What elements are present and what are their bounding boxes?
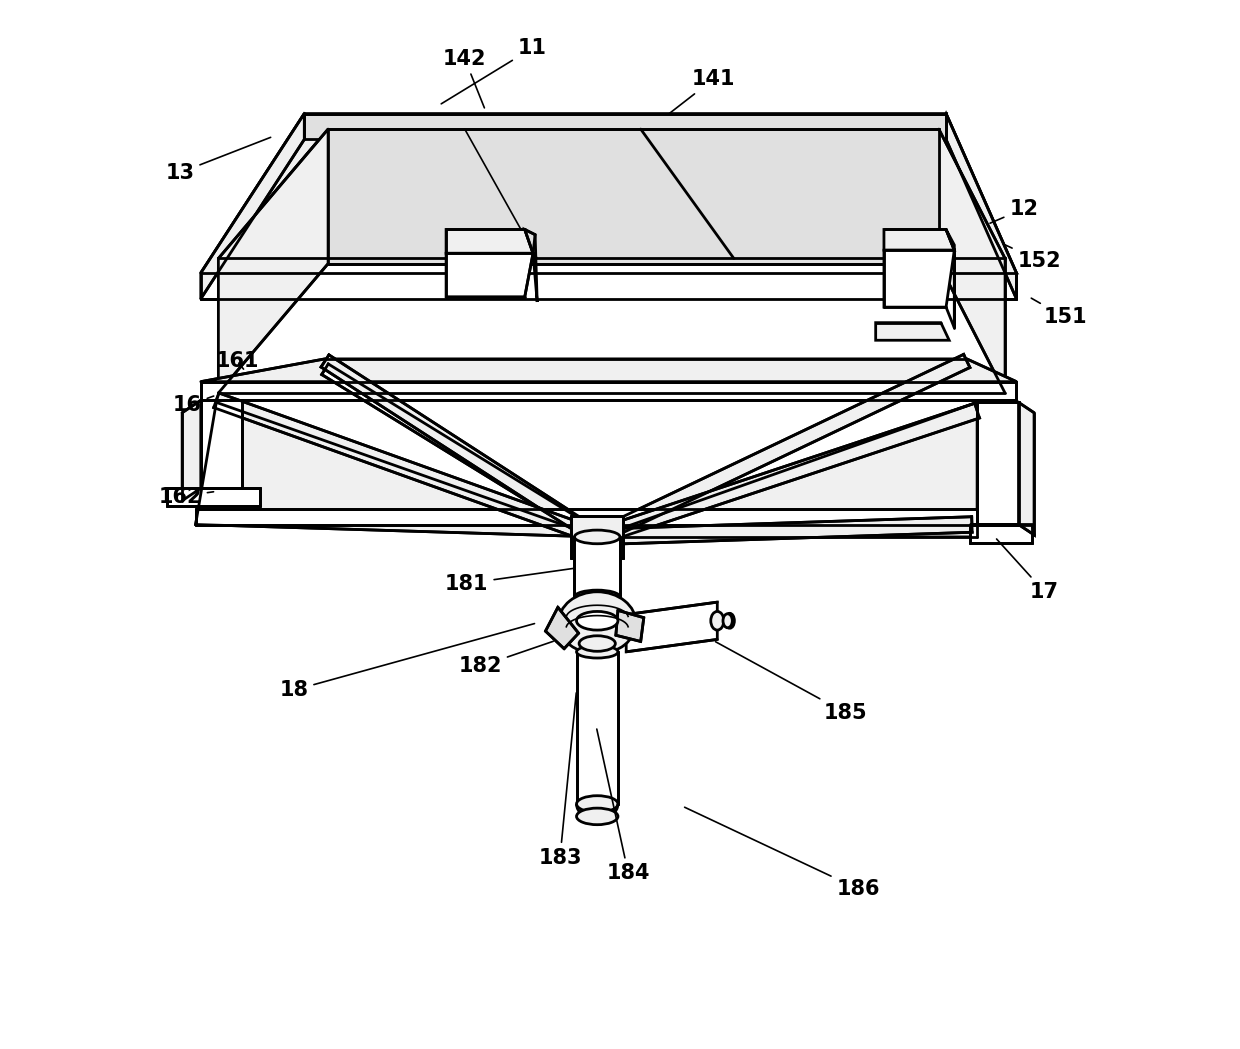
- Polygon shape: [525, 230, 537, 302]
- Polygon shape: [201, 382, 1017, 401]
- Text: 181: 181: [445, 569, 574, 594]
- Polygon shape: [166, 488, 260, 506]
- Polygon shape: [884, 230, 955, 251]
- Polygon shape: [329, 129, 939, 263]
- Text: 152: 152: [1003, 244, 1061, 271]
- Ellipse shape: [574, 530, 620, 543]
- Ellipse shape: [723, 614, 733, 627]
- Ellipse shape: [711, 612, 724, 630]
- Ellipse shape: [577, 645, 618, 658]
- Polygon shape: [594, 355, 970, 543]
- Text: 183: 183: [538, 693, 582, 868]
- Text: 186: 186: [684, 808, 880, 899]
- Text: 182: 182: [459, 641, 553, 677]
- Text: 13: 13: [166, 137, 270, 183]
- Polygon shape: [218, 129, 329, 393]
- Polygon shape: [201, 401, 242, 488]
- Text: 12: 12: [990, 199, 1038, 223]
- Polygon shape: [321, 364, 600, 542]
- Text: 11: 11: [441, 39, 547, 104]
- Polygon shape: [218, 258, 1006, 393]
- Polygon shape: [626, 602, 717, 651]
- Ellipse shape: [725, 614, 734, 628]
- Ellipse shape: [558, 592, 636, 654]
- Polygon shape: [546, 607, 579, 648]
- Polygon shape: [304, 113, 946, 140]
- Text: 184: 184: [596, 729, 650, 883]
- Polygon shape: [321, 355, 601, 543]
- Polygon shape: [182, 401, 201, 500]
- Polygon shape: [201, 273, 1017, 299]
- Polygon shape: [213, 393, 600, 544]
- Polygon shape: [196, 403, 598, 537]
- Polygon shape: [616, 611, 644, 642]
- Ellipse shape: [577, 808, 618, 825]
- Polygon shape: [970, 524, 1034, 535]
- Text: 151: 151: [1032, 298, 1087, 327]
- Polygon shape: [875, 323, 949, 340]
- Ellipse shape: [577, 612, 618, 630]
- Polygon shape: [201, 258, 1017, 273]
- Polygon shape: [201, 113, 329, 273]
- Ellipse shape: [579, 636, 615, 651]
- Polygon shape: [574, 537, 620, 597]
- Polygon shape: [218, 263, 1006, 393]
- Polygon shape: [201, 359, 1017, 382]
- Text: 185: 185: [715, 642, 868, 723]
- Text: 141: 141: [668, 69, 735, 114]
- Polygon shape: [977, 403, 1018, 524]
- Polygon shape: [577, 651, 618, 804]
- Polygon shape: [446, 253, 533, 297]
- Text: 18: 18: [279, 623, 534, 700]
- Polygon shape: [595, 403, 980, 544]
- Ellipse shape: [577, 796, 618, 812]
- Polygon shape: [196, 509, 977, 524]
- Polygon shape: [939, 113, 1017, 273]
- Text: 161: 161: [216, 351, 259, 371]
- Polygon shape: [201, 113, 304, 299]
- Polygon shape: [939, 129, 1006, 393]
- Polygon shape: [884, 251, 955, 307]
- Text: 17: 17: [997, 539, 1059, 602]
- Text: 162: 162: [159, 487, 213, 507]
- Polygon shape: [946, 230, 955, 328]
- Polygon shape: [304, 113, 946, 129]
- Polygon shape: [446, 230, 533, 253]
- Polygon shape: [572, 516, 624, 558]
- Polygon shape: [970, 524, 1032, 543]
- Polygon shape: [1018, 403, 1034, 535]
- Ellipse shape: [574, 591, 620, 604]
- Text: 16: 16: [172, 395, 213, 415]
- Polygon shape: [596, 517, 972, 544]
- Polygon shape: [598, 403, 977, 537]
- Text: 142: 142: [443, 48, 486, 108]
- Polygon shape: [946, 113, 1017, 299]
